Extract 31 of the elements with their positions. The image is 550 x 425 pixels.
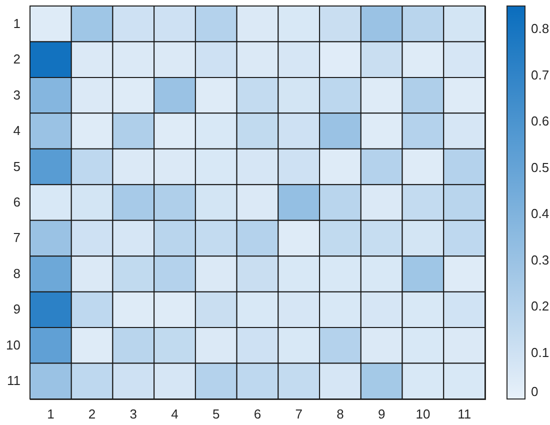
- x-tick-label: 11: [458, 406, 472, 422]
- x-tick-label: 2: [88, 406, 96, 422]
- color-bar-label: 0.8: [531, 21, 550, 36]
- color-bar-label: 0.3: [531, 252, 550, 268]
- y-tick-label: 5: [13, 158, 20, 174]
- x-tick-label: 6: [254, 406, 262, 422]
- x-tick-label: 8: [336, 406, 344, 422]
- y-tick-label: 8: [13, 266, 20, 281]
- x-tick-label: 9: [378, 406, 386, 422]
- y-tick-label: 3: [13, 87, 20, 102]
- x-tick-label: 10: [416, 406, 430, 422]
- x-tick-label: 7: [295, 406, 302, 422]
- y-tick-label: 9: [13, 302, 20, 317]
- color-bar-label: 0.6: [531, 114, 550, 129]
- y-tick-label: 10: [6, 337, 20, 352]
- color-bar-label: 0.2: [531, 298, 550, 314]
- y-tick-label: 6: [13, 194, 20, 210]
- y-tick-label: 4: [13, 123, 20, 138]
- x-tick-label: 1: [47, 406, 54, 422]
- color-bar-label: 0.4: [531, 206, 550, 222]
- color-bar-label: 0.5: [531, 160, 550, 175]
- color-bar-label: 0: [531, 384, 538, 399]
- color-bar-label: 0.7: [531, 67, 550, 82]
- x-tick-label: 4: [171, 406, 178, 422]
- y-tick-label: 2: [13, 52, 20, 67]
- color-bar-label: 0.1: [531, 344, 550, 360]
- y-tick-label: 7: [13, 230, 20, 246]
- y-tick-label: 1: [13, 16, 20, 31]
- y-tick-label: 11: [7, 373, 20, 388]
- x-tick-label: 5: [212, 406, 220, 422]
- x-tick-label: 3: [130, 406, 138, 422]
